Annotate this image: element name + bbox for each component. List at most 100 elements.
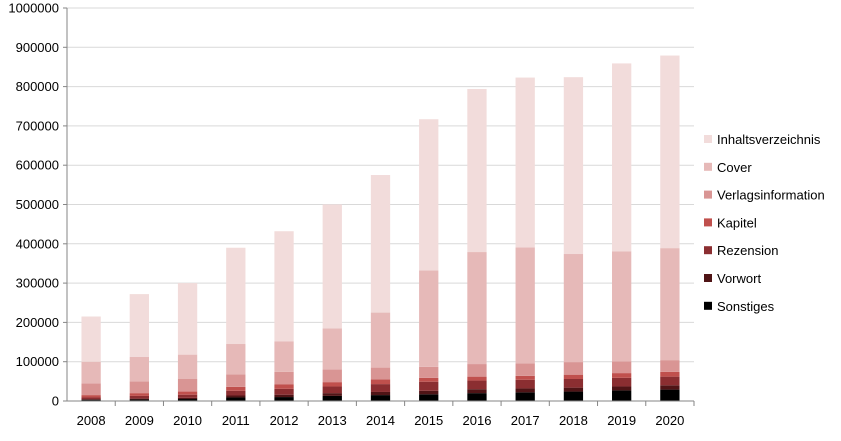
bar-segment-cover: [563, 254, 584, 363]
bar-segment-rezension: [419, 381, 439, 391]
bar-segment-inhaltsverzeichnis: [274, 231, 294, 342]
bar-segment-vorwort: [660, 385, 680, 390]
bar-segment-verlagsinformation: [177, 378, 198, 392]
y-tick-label: 200000: [16, 315, 59, 330]
bar-segment-sonstiges: [660, 389, 680, 401]
legend-label-kapitel: Kapitel: [717, 215, 757, 230]
bar-segment-sonstiges: [226, 397, 246, 401]
bar-segment-vorwort: [274, 394, 294, 398]
bar-segment-kapitel: [612, 373, 632, 378]
legend-label-verlagsinformation: Verlagsinformation: [717, 188, 825, 203]
y-tick-label: 0: [52, 394, 59, 409]
bar-segment-cover: [226, 344, 246, 375]
x-tick-label: 2017: [511, 413, 540, 428]
bar-segment-verlagsinformation: [370, 367, 391, 380]
legend: Inhaltsverzeichnis Cover Verlagsinformatio…: [704, 132, 825, 314]
bar-segment-verlagsinformation: [467, 364, 487, 377]
x-tick-label: 2008: [77, 413, 106, 428]
x-tick-label: 2016: [463, 413, 492, 428]
bar-segment-inhaltsverzeichnis: [370, 175, 391, 313]
legend-label-rezension: Rezension: [717, 243, 778, 258]
x-tick-label: 2019: [607, 413, 636, 428]
bar-segment-cover: [612, 251, 632, 362]
bar-segment-cover: [129, 356, 149, 382]
bar-segment-vorwort: [515, 388, 535, 393]
bar-segment-cover: [467, 252, 487, 365]
x-tick-labels: 2008 2009 2010 2011 2012 2013 2014 2015 2016 2017…: [77, 413, 685, 428]
bar-segment-kapitel: [177, 391, 198, 395]
bar-segment-rezension: [177, 394, 198, 398]
bar-segment-vorwort: [81, 399, 101, 400]
y-tick-label: 800000: [16, 79, 59, 94]
bar-segment-kapitel: [660, 371, 680, 377]
bar-segment-verlagsinformation: [274, 371, 294, 385]
y-tick-labels: 0 100000 200000 300000 400000 500000 600000 700…: [8, 1, 59, 409]
bar-segment-kapitel: [419, 377, 439, 382]
axes: [63, 7, 695, 406]
bar-segment-kapitel: [226, 386, 246, 391]
bar-segment-cover: [370, 312, 391, 368]
bar-segment-vorwort: [177, 397, 198, 400]
x-tick-label: 2014: [366, 413, 395, 428]
legend-swatch-verlagsinformation: [704, 190, 712, 199]
legend-label-vorwort: Vorwort: [717, 271, 761, 286]
bar-segment-verlagsinformation: [419, 366, 439, 378]
legend-swatch-rezension: [704, 246, 712, 255]
bar-segment-vorwort: [129, 398, 149, 400]
bar-segment-sonstiges: [81, 399, 101, 401]
x-tick-label: 2018: [559, 413, 588, 428]
bar-segment-sonstiges: [177, 399, 198, 401]
bar-segment-vorwort: [467, 389, 487, 394]
y-tick-label: 900000: [16, 40, 59, 55]
bar-segment-vorwort: [563, 387, 584, 392]
bar-segment-inhaltsverzeichnis: [177, 283, 198, 355]
bar-segment-rezension: [81, 397, 101, 400]
bar-segment-cover: [81, 361, 101, 384]
bar-segment-verlagsinformation: [226, 374, 246, 387]
bar-segment-rezension: [563, 378, 584, 388]
bars: [81, 55, 680, 401]
bar-segment-rezension: [274, 388, 294, 395]
bar-segment-inhaltsverzeichnis: [660, 55, 680, 249]
bar-segment-vorwort: [322, 393, 342, 396]
bar-segment-kapitel: [81, 395, 101, 398]
bar-segment-kapitel: [274, 384, 294, 389]
bar-segment-kapitel: [370, 379, 391, 385]
bar-segment-cover: [322, 328, 342, 370]
bar-segment-verlagsinformation: [515, 363, 535, 376]
bar-segment-rezension: [322, 386, 342, 394]
y-tick-label: 1000000: [8, 1, 59, 16]
x-tick-label: 2012: [270, 413, 299, 428]
bar-segment-verlagsinformation: [81, 383, 101, 396]
bar-segment-verlagsinformation: [612, 361, 632, 374]
bar-segment-kapitel: [322, 382, 342, 387]
legend-label-inhaltsverzeichnis: Inhaltsverzeichnis: [717, 132, 821, 147]
bar-segment-rezension: [612, 377, 632, 387]
bar-segment-inhaltsverzeichnis: [81, 316, 101, 362]
bar-segment-inhaltsverzeichnis: [226, 247, 246, 345]
bar-segment-inhaltsverzeichnis: [322, 204, 342, 329]
bar-segment-sonstiges: [515, 392, 535, 401]
bar-segment-kapitel: [467, 376, 487, 381]
bar-segment-cover: [660, 248, 680, 361]
bar-segment-inhaltsverzeichnis: [129, 294, 149, 357]
bar-segment-cover: [419, 270, 439, 367]
bar-segment-vorwort: [419, 390, 439, 395]
bar-segment-sonstiges: [419, 394, 439, 401]
bar-segment-sonstiges: [467, 393, 487, 401]
bar-segment-cover: [274, 341, 294, 372]
x-tick-label: 2011: [222, 413, 250, 428]
x-tick-label: 2013: [318, 413, 347, 428]
legend-swatch-sonstiges: [704, 301, 712, 310]
bar-segment-sonstiges: [129, 399, 149, 401]
bar-segment-kapitel: [515, 375, 535, 380]
y-tick-label: 700000: [16, 118, 59, 133]
legend-swatch-kapitel: [704, 218, 712, 227]
legend-label-cover: Cover: [717, 160, 752, 175]
y-tick-label: 100000: [16, 354, 59, 369]
bar-segment-rezension: [370, 384, 391, 392]
bar-segment-rezension: [467, 380, 487, 390]
bar-segment-vorwort: [226, 395, 246, 398]
